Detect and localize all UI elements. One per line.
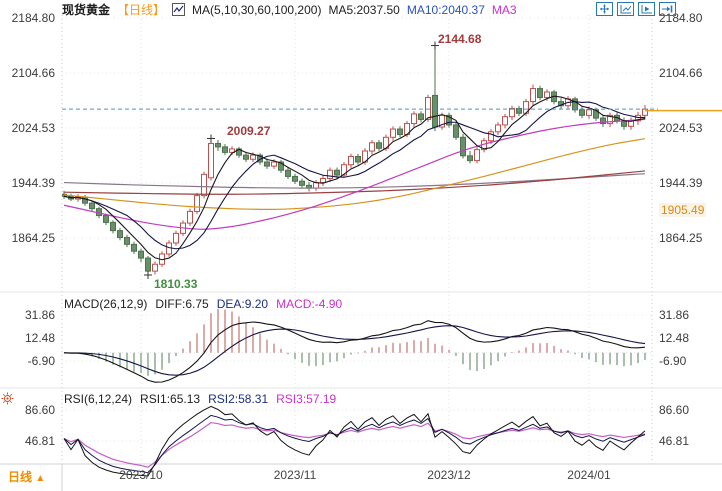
rsi-axis-label-right: 46.81: [659, 434, 690, 448]
price-axis-label-right: 1864.25: [659, 231, 703, 245]
play-chart-icon[interactable]: [638, 2, 655, 16]
ma-overlays: [63, 95, 646, 261]
macd-axis-label-right: 12.48: [659, 330, 690, 345]
x-axis-month-label: 2024/01: [567, 468, 611, 482]
ma30-line: [63, 118, 646, 230]
annotation-cross: [207, 134, 215, 143]
annotation-1810.33: 1810.33: [154, 277, 198, 291]
rsi-axis-label-left: 46.81: [24, 434, 55, 448]
annotation-cross: [144, 271, 152, 280]
rsi3-value: RSI3:57.19: [276, 392, 337, 406]
ma5-value: MA5:2037.50: [328, 2, 400, 17]
period-up-arrow-icon: ▲: [35, 473, 46, 484]
macd-diff-value: DIFF:6.75: [155, 297, 209, 311]
annotation-cross: [431, 41, 439, 50]
macd-diff-line: [63, 320, 646, 383]
rsi-panel: [63, 405, 646, 477]
price-axis-label-left: 1864.25: [11, 231, 55, 245]
x-axis-month-label: 2023/10: [119, 468, 163, 482]
crosshair-pan-icon[interactable]: [596, 2, 613, 16]
macd-axis-label-left: 12.48: [24, 330, 55, 345]
macd-panel: [62, 308, 652, 383]
rsi2-value: RSI2:58.31: [208, 392, 269, 406]
rsi1-line: [63, 405, 646, 477]
ma100-line: [63, 170, 646, 195]
annotation-2009.27: 2009.27: [227, 124, 271, 139]
macd-header: MACD(26,12,9) DIFF:6.75 DEA:9.20 MACD:-4…: [64, 297, 342, 311]
rsi2-line: [63, 414, 646, 474]
price-axis-label-left: 1944.39: [11, 176, 55, 190]
rsi-axis-label-right: 86.60: [659, 403, 690, 417]
price-axis-label-right: 2104.66: [659, 66, 703, 80]
chart-toolbar: [596, 2, 676, 16]
footer-period-selector[interactable]: 日线 ▲: [8, 468, 45, 485]
price-axis-label-left: 2184.80: [11, 11, 55, 25]
macd-histogram: [70, 308, 646, 376]
macd-dea-value: DEA:9.20: [216, 297, 269, 311]
macd-hist-value: MACD:-4.90: [276, 297, 343, 311]
rsi1-value: RSI1:65.13: [140, 392, 201, 406]
annotation-2144.68: 2144.68: [438, 31, 482, 46]
ma5-line: [63, 95, 646, 261]
price-axis-label-right: 2024.53: [659, 121, 703, 135]
gridlines: [0, 15, 722, 491]
ma-settings-label: MA(5,10,30,60,100,200): [192, 2, 322, 17]
price-axis-label-right: 2184.80: [659, 11, 703, 25]
period-tag: 【日线】: [117, 3, 166, 17]
ma60-line: [63, 138, 646, 211]
price-axis-extra-label: 1905.49: [659, 202, 707, 217]
indicator-settings-icon[interactable]: [1, 392, 14, 405]
axis-scale-chart-icon[interactable]: [617, 2, 634, 16]
rsi-axis-label-left: 86.60: [24, 403, 55, 417]
ma10-value: MA10:2040.37: [406, 2, 485, 17]
price-axis-label-left: 2024.53: [11, 121, 55, 135]
price-axis-label-left: 2104.66: [11, 66, 55, 80]
ma200-line: [63, 173, 646, 189]
macd-axis-label-left: 31.86: [24, 307, 55, 322]
price-axis-label-right: 1944.39: [659, 176, 703, 190]
main-header: 现货黄金 【日线】 MA(5,10,30,60,100,200) MA5:203…: [62, 1, 517, 18]
symbol-name: 现货黄金: [62, 3, 111, 17]
rsi-title: RSI(6,12,24): [64, 392, 133, 406]
ma10-line: [63, 101, 646, 250]
macd-title: MACD(26,12,9): [64, 297, 148, 311]
macd-axis-label-right: -6.90: [659, 353, 687, 368]
macd-axis-label-right: 31.86: [659, 307, 690, 322]
rsi-header: RSI(6,12,24) RSI1:65.13 RSI2:58.31 RSI3:…: [64, 392, 336, 406]
line-chart-icon: [172, 3, 186, 16]
x-axis-month-label: 2023/12: [427, 468, 471, 482]
ma30-value-truncated: MA3: [491, 2, 517, 17]
macd-dea-line: [63, 325, 646, 376]
candlestick-series: [62, 45, 648, 276]
footer-period-label: 日线: [8, 470, 33, 484]
macd-axis-label-left: -6.90: [27, 353, 55, 368]
x-axis-month-label: 2023/11: [273, 468, 317, 482]
step-forward-icon[interactable]: [659, 2, 676, 16]
